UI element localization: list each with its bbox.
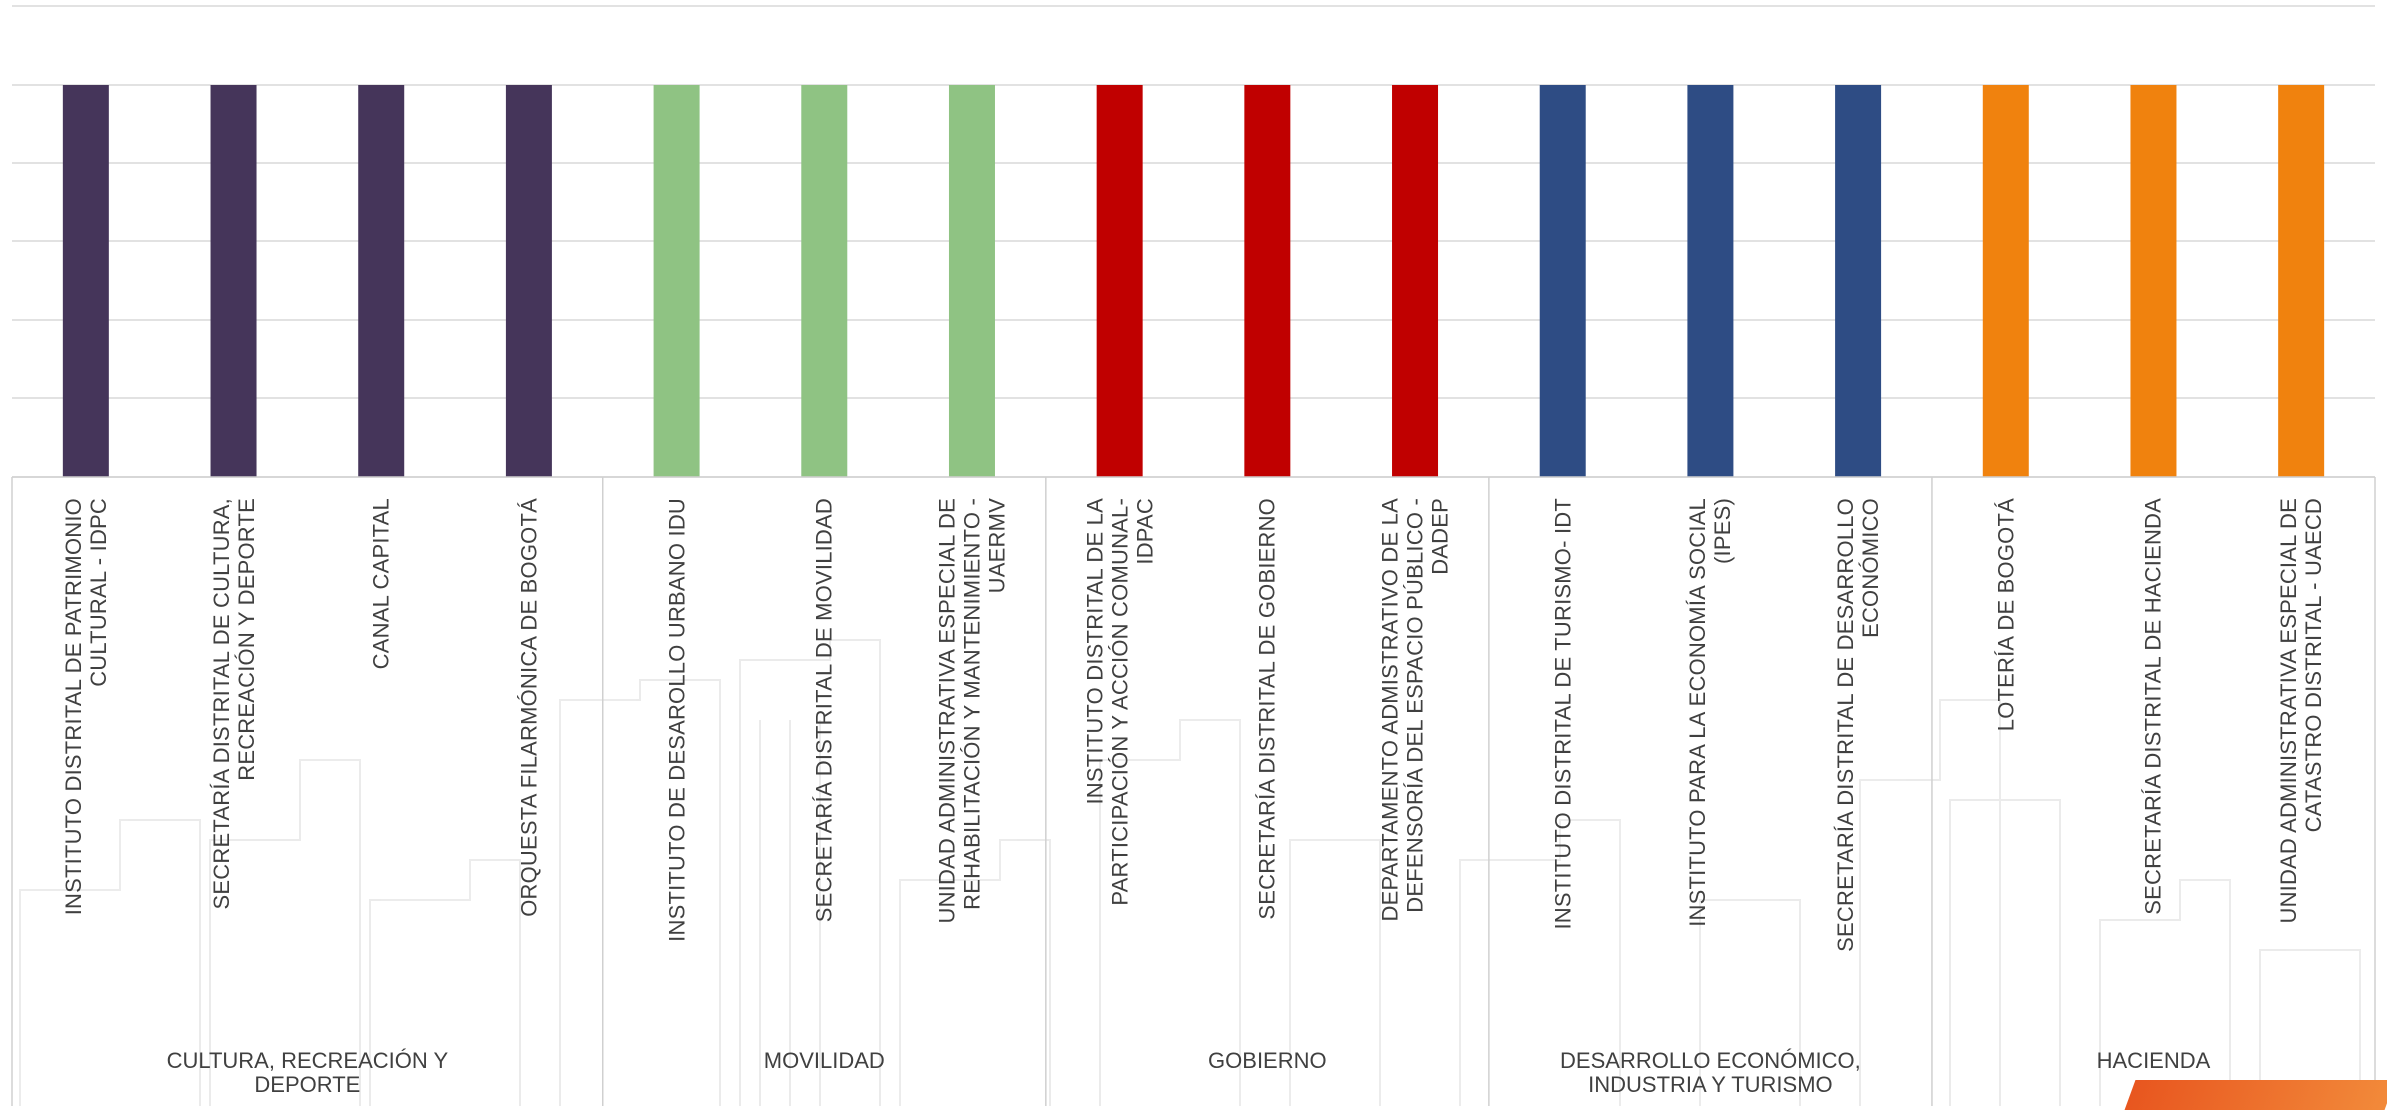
bar [505,85,552,477]
group-label: CULTURA, RECREACIÓN Y DEPORTE [166,1048,449,1097]
category-label-text: INSTITUTO DISTRITAL DE PATRIMONIO CULTUR… [60,498,111,916]
bar [1244,85,1291,477]
bar [2130,85,2177,477]
category-label-text: ORQUESTA FILARMÓNICA DE BOGOTÁ [516,498,542,917]
bar [1982,85,2029,477]
category-label-text: DEPARTAMENTO ADMISTRATIVO DE LA DEFENSOR… [1377,498,1453,922]
category-label-text: SECRETARÍA DISTRITAL DE CULTURA, RECREAC… [208,498,259,910]
bar [1687,85,1734,477]
category-label-text: UNIDAD ADMINISTRATIVA ESPECIAL DE REHABI… [934,498,1010,924]
bar [358,85,405,477]
category-label-text: SECRETARÍA DISTRITAL DE HACIENDA [2140,498,2166,915]
category-label-text: SECRETARÍA DISTRITAL DE MOVILIDAD [811,498,837,923]
bar [2278,85,2325,477]
group-label: GOBIERNO [1208,1048,1327,1073]
axis-lines [11,476,2376,1106]
bar [1539,85,1586,477]
bar [801,85,848,477]
category-label-text: SECRETARÍA DISTRITAL DE GOBIERNO [1254,498,1280,920]
group-label: HACIENDA [2096,1048,2211,1073]
category-label-text: INSTITUTO DE DESAROLLO URBANO IDU [664,498,690,942]
bar [62,85,109,477]
bar [210,85,257,477]
category-label-text: INSTITUTO DISTRITAL DE TURISMO- IDT [1550,498,1576,930]
bar [1096,85,1143,477]
category-label-text: CANAL CAPITAL [368,498,394,670]
bar [653,85,700,477]
category-label-text: LOTERÍA DE BOGOTÁ [1993,498,2019,732]
bar [948,85,995,477]
bars [62,85,2325,477]
category-label-text: INSTITUTO DISTRITAL DE LA PARTICIPACIÓN … [1082,498,1158,906]
category-label-text: UNIDAD ADMINISTRATIVA ESPECIAL DE CATAST… [2276,498,2327,924]
bar [1392,85,1439,477]
group-label: MOVILIDAD [763,1048,885,1073]
bar [1835,85,1882,477]
category-label-text: SECRETARÍA DISTRITAL DE DESARROLLO ECONÓ… [1833,498,1884,952]
category-label-text: INSTITUTO PARA LA ECONOMÍA SOCIAL (IPES) [1685,498,1736,927]
group-label: DESARROLLO ECONÓMICO, INDUSTRIA Y TURISM… [1560,1048,1861,1097]
